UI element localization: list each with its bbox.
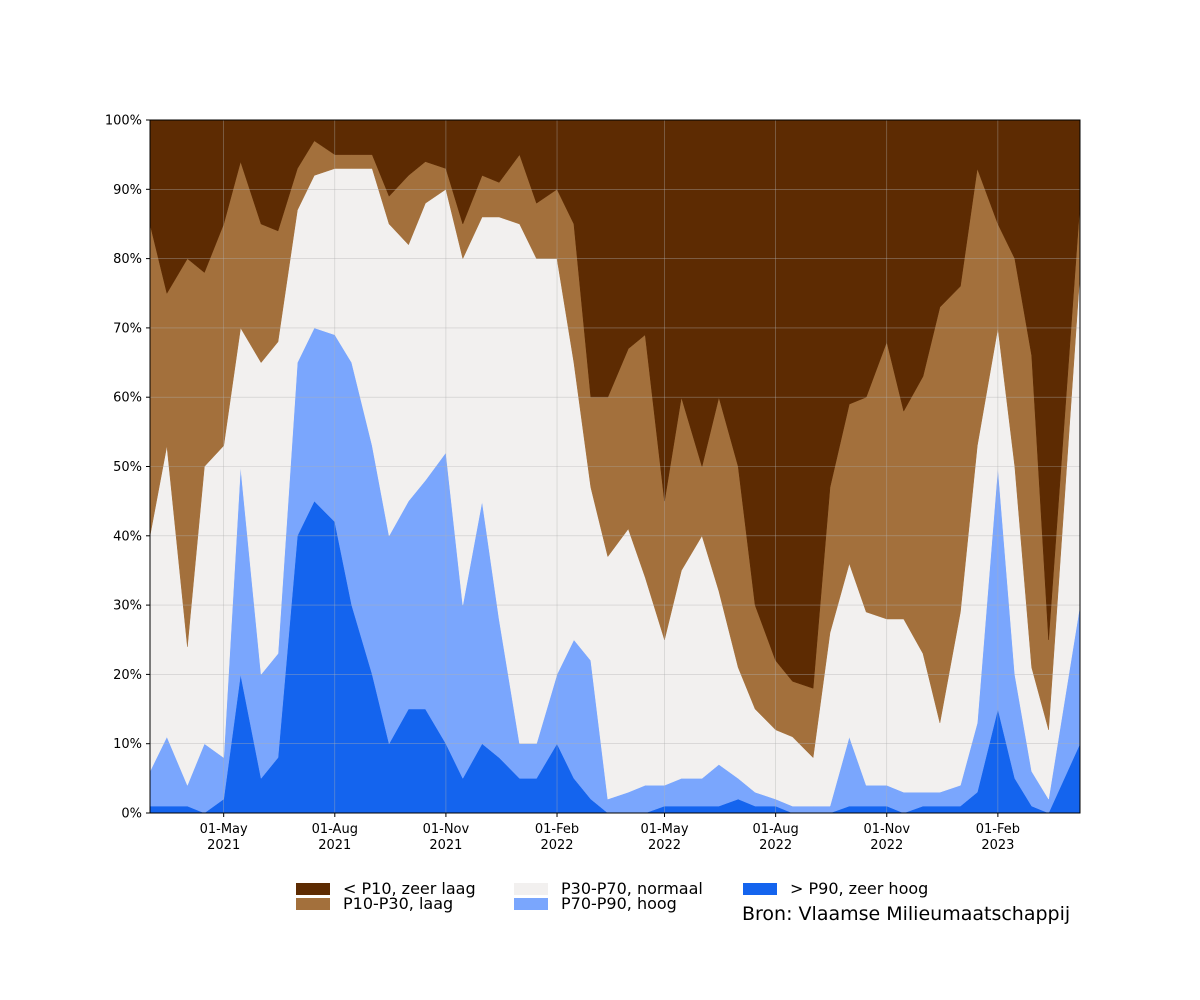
legend-swatch	[743, 882, 777, 895]
legend-item-laag: P10-P30, laag	[296, 894, 453, 913]
x-tick-label: 01-Aug	[312, 822, 358, 837]
legend-label: P70-P90, hoog	[561, 894, 677, 913]
y-tick-label: 30%	[113, 599, 142, 614]
source-credit: Bron: Vlaamse Milieumaatschappij	[742, 903, 1071, 925]
legend-label: P30-P70, normaal	[561, 879, 703, 898]
x-tick-label: 01-Aug	[752, 822, 798, 837]
x-tick-label: 01-May	[640, 822, 688, 837]
legend-item-normaal: P30-P70, normaal	[514, 879, 703, 898]
x-tick-label: 01-Feb	[976, 822, 1020, 837]
y-tick-label: 10%	[113, 737, 142, 752]
y-tick-label: 80%	[113, 252, 142, 267]
y-tick-label: 60%	[113, 391, 142, 406]
y-tick-label: 70%	[113, 321, 142, 336]
y-tick-label: 90%	[113, 183, 142, 198]
legend-swatch	[296, 882, 330, 895]
y-tick-label: 50%	[113, 460, 142, 475]
legend-item-hoog: P70-P90, hoog	[514, 894, 677, 913]
x-tick-label: 01-May	[200, 822, 248, 837]
x-tick-label: 2021	[429, 838, 462, 853]
legend-swatch	[514, 882, 548, 895]
x-tick-label: 2023	[981, 838, 1014, 853]
legend-label: P10-P30, laag	[343, 894, 454, 913]
legend-swatch	[296, 897, 330, 910]
legend-swatch	[514, 897, 548, 910]
y-tick-label: 0%	[121, 807, 142, 822]
legend-item-zeer-laag: < P10, zeer laag	[296, 879, 476, 898]
x-tick-label: 2022	[759, 838, 792, 853]
x-tick-label: 01-Feb	[535, 822, 579, 837]
x-tick-label: 2022	[870, 838, 903, 853]
y-tick-label: 100%	[105, 114, 142, 129]
x-tick-label: 2022	[540, 838, 573, 853]
legend-label: < P10, zeer laag	[343, 879, 476, 898]
x-tick-label: 2021	[207, 838, 240, 853]
x-tick-label: 01-Nov	[863, 822, 910, 837]
x-tick-label: 2021	[318, 838, 351, 853]
legend-item-zeer-hoog: > P90, zeer hoog	[743, 879, 928, 898]
x-tick-label: 01-Nov	[423, 822, 470, 837]
y-axis: 0% 10% 20% 30% 40% 50% 60% 70% 80% 90% 100%	[105, 114, 150, 822]
y-tick-label: 40%	[113, 529, 142, 544]
x-axis: 01-May202101-Aug202101-Nov202101-Feb2022…	[200, 813, 1020, 853]
legend-label: > P90, zeer hoog	[790, 879, 929, 898]
y-tick-label: 20%	[113, 668, 142, 683]
x-tick-label: 2022	[648, 838, 681, 853]
